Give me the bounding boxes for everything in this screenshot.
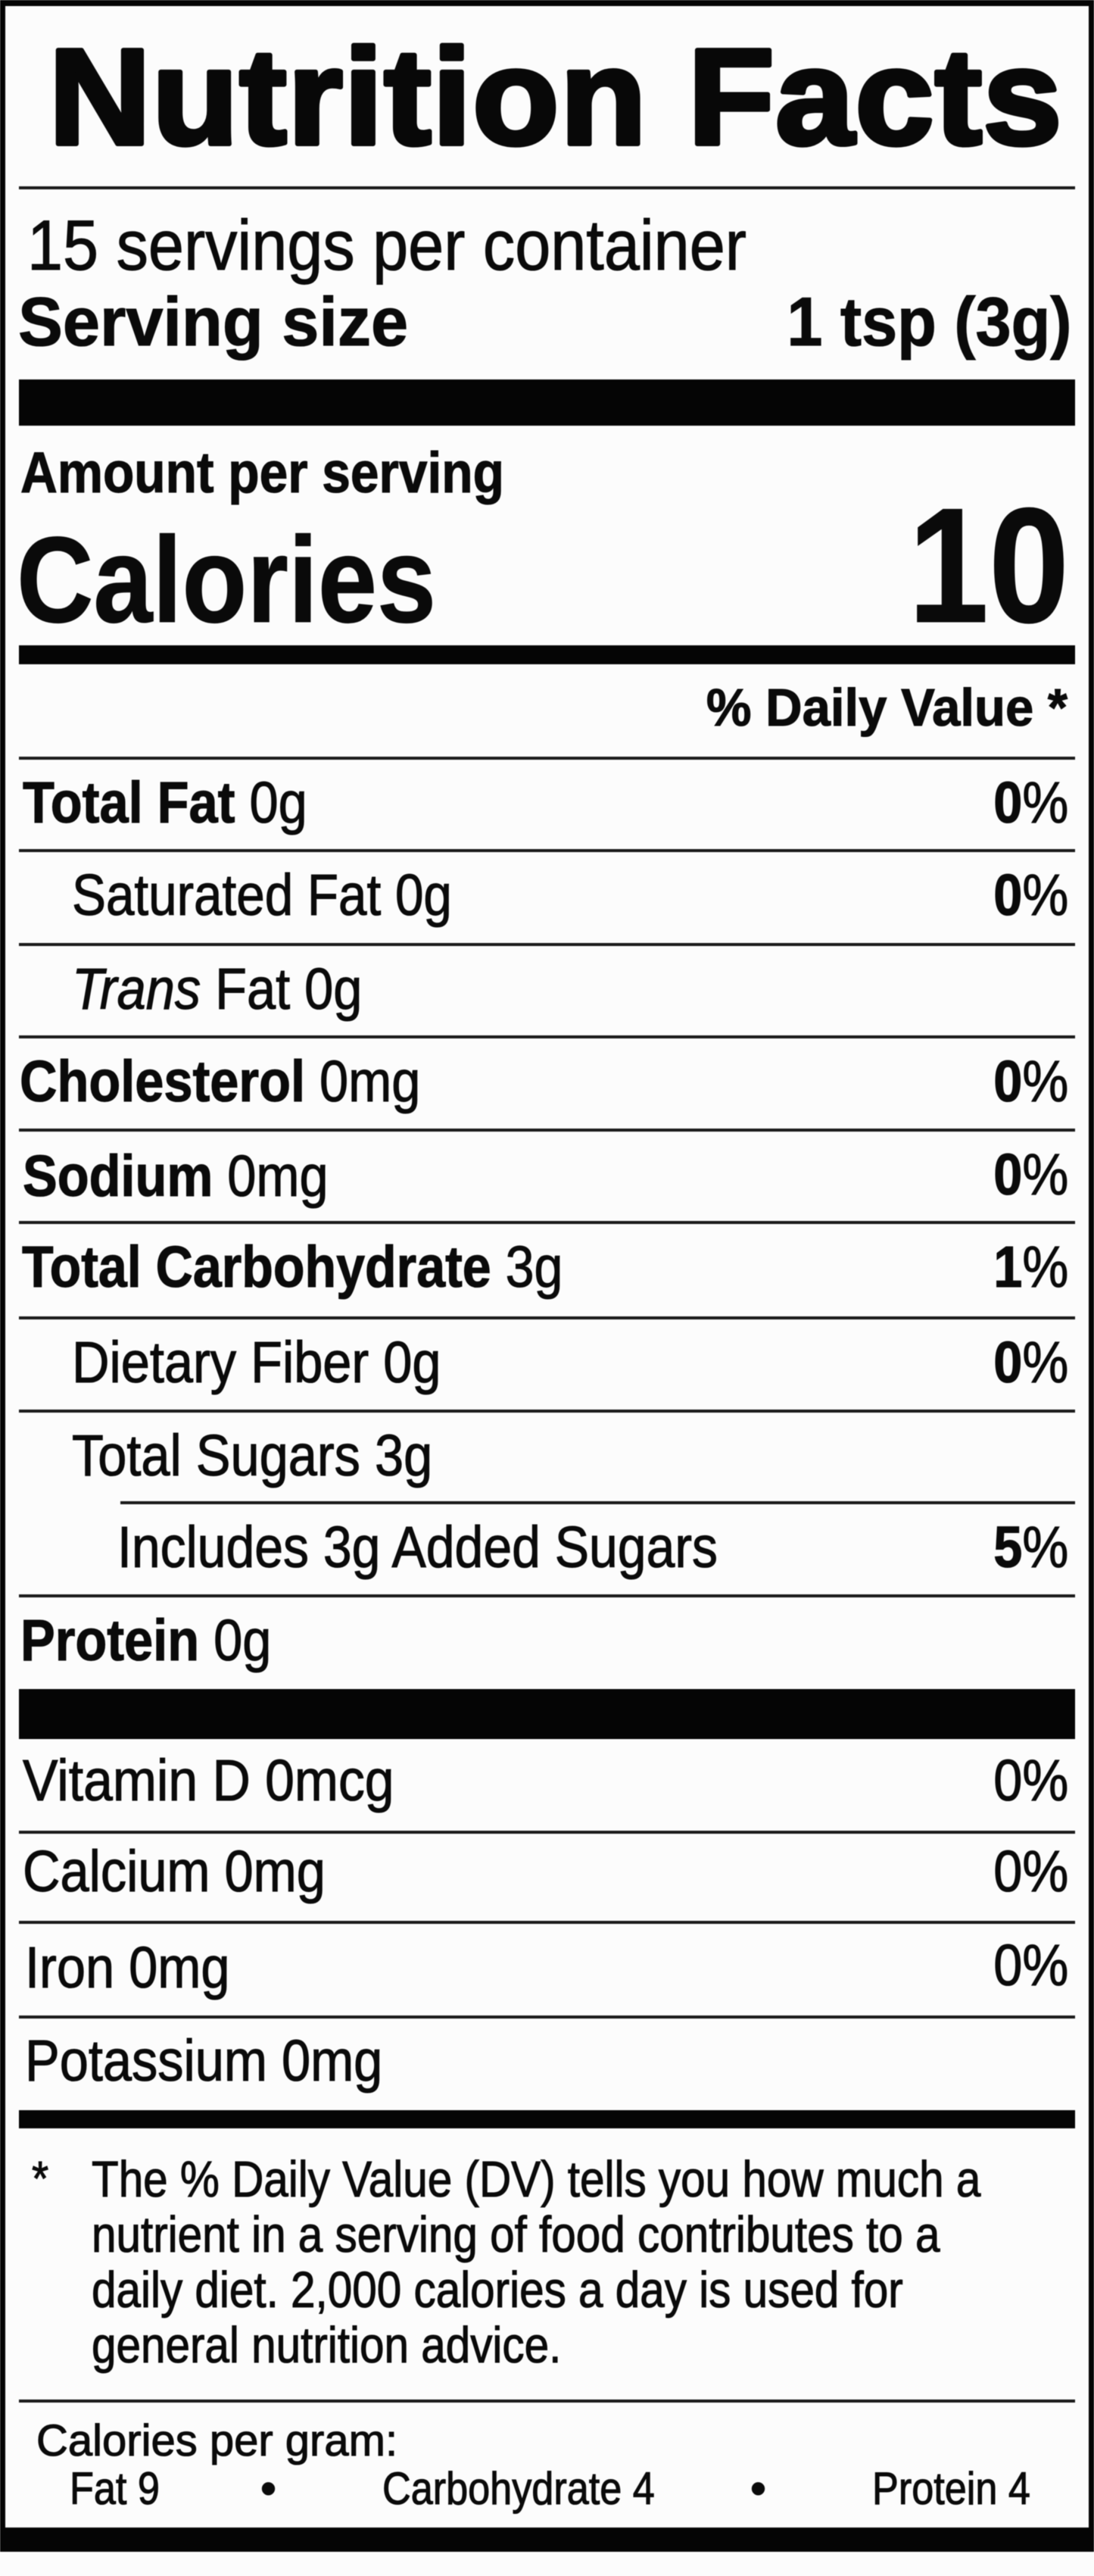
svg-text:Nutrition Facts: Nutrition Facts	[48, 30, 1062, 173]
